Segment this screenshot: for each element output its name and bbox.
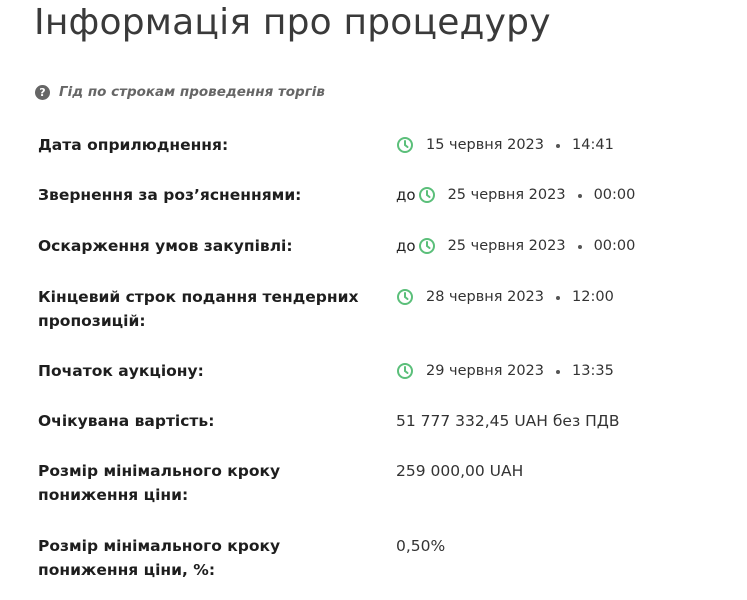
row-value: до 25 червня 2023 00:00 xyxy=(396,183,635,207)
deadline-prefix: до xyxy=(396,186,416,204)
date-value: 15 червня 2023 xyxy=(426,137,545,153)
row-value: 259 000,00 UAH xyxy=(396,459,523,483)
time-value: 14:41 xyxy=(572,137,614,153)
date-value: 25 червня 2023 xyxy=(447,187,566,203)
row-label: Початок аукціону: xyxy=(38,362,204,380)
separator-dot xyxy=(556,144,561,148)
time-value: 12:00 xyxy=(572,289,614,305)
row-label: Розмір мінімального кроку пониження ціни… xyxy=(38,537,281,579)
clock-icon xyxy=(418,238,435,254)
separator-dot xyxy=(577,194,582,198)
row-value: 28 червня 2023 12:00 xyxy=(396,285,614,309)
separator-dot xyxy=(556,370,561,374)
separator-dot xyxy=(556,296,561,300)
row-label: Звернення за роз’ясненнями: xyxy=(38,186,302,204)
help-circle-icon: ? xyxy=(35,84,50,100)
clock-icon xyxy=(397,289,413,305)
row-value: 0,50% xyxy=(396,534,445,558)
row-value: до 25 червня 2023 00:00 xyxy=(396,234,635,258)
time-value: 13:35 xyxy=(572,363,614,379)
date-value: 28 червня 2023 xyxy=(426,289,545,305)
row-value: 29 червня 2023 13:35 xyxy=(396,359,614,383)
row-value: 51 777 332,45 UAH без ПДВ xyxy=(396,409,620,433)
row-label: Оскарження умов закупівлі: xyxy=(38,237,293,255)
guide-link[interactable]: ? Гід по строкам проведення торгів xyxy=(35,84,325,100)
guide-link-label: Гід по строкам проведення торгів xyxy=(59,84,325,100)
row-label: Очікувана вартість: xyxy=(38,412,215,430)
row-value: 15 червня 2023 14:41 xyxy=(396,133,614,157)
row-label: Розмір мінімального кроку пониження ціни… xyxy=(38,462,281,504)
clock-icon xyxy=(397,137,413,153)
date-value: 29 червня 2023 xyxy=(426,363,545,379)
expected-value: 51 777 332,45 UAH без ПДВ xyxy=(396,412,620,430)
deadline-prefix: до xyxy=(396,237,416,255)
min-step-percent-value: 0,50% xyxy=(396,537,446,555)
separator-dot xyxy=(577,245,582,249)
row-label: Дата оприлюднення: xyxy=(38,136,229,154)
clock-icon xyxy=(397,363,413,379)
date-value: 25 червня 2023 xyxy=(447,238,566,254)
page-title: Інформація про процедуру xyxy=(34,2,551,43)
row-label: Кінцевий строк подання тендерних пропози… xyxy=(38,288,359,330)
clock-icon xyxy=(418,187,435,203)
time-value: 00:00 xyxy=(593,238,636,254)
time-value: 00:00 xyxy=(593,187,636,203)
min-step-value: 259 000,00 UAH xyxy=(396,462,524,480)
